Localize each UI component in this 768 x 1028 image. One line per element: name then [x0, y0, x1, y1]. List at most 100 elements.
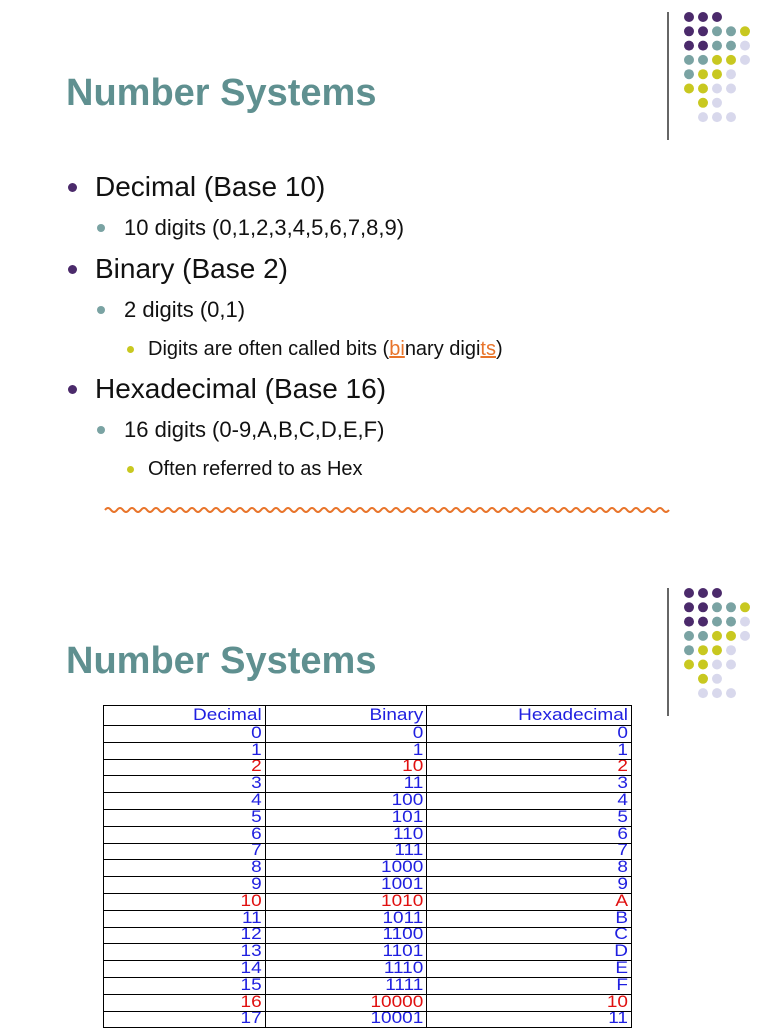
cell: 10000 [264, 993, 428, 1012]
cell: 1 [264, 741, 428, 760]
cell-text: 16 [240, 994, 262, 1012]
cell-text: 1 [251, 742, 262, 760]
cell: F [426, 976, 632, 995]
table-row: 14 1110 E [103, 960, 632, 978]
dot [684, 69, 694, 80]
table-row: 12 1100 C [103, 926, 632, 945]
cell: 3 [426, 775, 632, 794]
dot [684, 645, 694, 656]
cell: C [426, 926, 632, 945]
cell-text: D [614, 943, 628, 961]
bullet-dot [126, 465, 134, 473]
bullet-dot [97, 224, 105, 232]
cell-text: 10 [240, 893, 262, 911]
bullet-dot [67, 384, 77, 394]
cell: 1101 [264, 943, 428, 962]
table-row: 6 110 6 [103, 825, 632, 844]
cell-text: 8 [617, 859, 628, 877]
cell-text: 11 [241, 910, 262, 928]
cell-text: 2 [251, 759, 262, 776]
dot [726, 112, 736, 123]
cell-text: 101 [391, 809, 424, 827]
cell: 2 [103, 758, 266, 777]
cell-text: 9 [251, 876, 262, 894]
dot [740, 54, 750, 65]
cell: 14 [103, 960, 266, 978]
dot [698, 112, 708, 123]
cell: 1111 [264, 976, 428, 995]
table-row: 13 1101 D [103, 943, 632, 962]
cell-text: 6 [251, 826, 262, 844]
table-row: 7 111 7 [103, 842, 632, 861]
cell-text: 13 [240, 943, 262, 961]
header-row: Decimal Binary Hexadecimal [103, 705, 632, 726]
cell: 0 [103, 725, 266, 743]
cell-text: 6 [617, 826, 628, 844]
cell-text: 3 [617, 775, 628, 793]
dot [726, 645, 736, 656]
dot [684, 12, 694, 22]
cell: 10 [264, 758, 428, 777]
cell: 11 [103, 909, 266, 928]
cell: 3 [103, 775, 266, 794]
text-segment: bi [389, 338, 405, 360]
cell: E [426, 960, 632, 978]
table-row: 2 10 2 [103, 758, 632, 777]
cell-text: 1100 [382, 927, 424, 944]
cell: 110 [264, 825, 428, 844]
cell-text: Hexadecimal [518, 706, 628, 724]
cell-text: F [616, 977, 628, 995]
cell: 7 [426, 842, 632, 861]
cell-text: E [615, 960, 628, 978]
dot [698, 40, 708, 51]
dot [698, 659, 708, 670]
cell-text: 14 [240, 960, 262, 978]
cell: 8 [426, 859, 632, 878]
number-table: Decimal Binary Hexadecimal 0 0 0 1 1 1 2 10 2 3 11 3 4 1… [103, 705, 632, 1028]
dot [712, 659, 722, 670]
dot [740, 26, 750, 37]
dot [698, 54, 708, 65]
bullet-text: Hexadecimal (Base 16) [95, 373, 387, 404]
dot [684, 659, 694, 670]
dot [698, 69, 708, 80]
bullet-dot [67, 264, 77, 274]
table-row: 16 10000 10 [103, 993, 632, 1012]
cell-text: 10001 [370, 1011, 424, 1028]
cell: 1110 [264, 960, 428, 978]
table-row: 15 1111 F [103, 976, 632, 995]
dot [740, 602, 750, 613]
table-row: 5 101 5 [103, 808, 632, 827]
cell-text: 17 [240, 1011, 262, 1028]
cell: 1000 [264, 859, 428, 878]
cell-text: 2 [617, 759, 628, 776]
dot [698, 83, 708, 94]
dot [740, 630, 750, 641]
cell: 10 [426, 993, 632, 1012]
cell: B [426, 909, 632, 928]
dot [712, 54, 722, 65]
dot [684, 54, 694, 65]
text-segment: ts [480, 338, 496, 360]
cell-text: 11 [403, 775, 424, 793]
dot [726, 602, 736, 613]
cell-text: 9 [617, 876, 628, 894]
dot [698, 97, 708, 108]
cell-text: 10 [402, 759, 424, 776]
cell-text: A [615, 893, 628, 911]
text-segment: nary digi [404, 338, 481, 360]
dot [684, 83, 694, 94]
dot [698, 645, 708, 656]
dot [726, 630, 736, 641]
cell-text: 1000 [381, 859, 424, 877]
dot [684, 602, 694, 613]
dot [726, 69, 736, 80]
dot [684, 40, 694, 51]
dot [726, 83, 736, 94]
dot [684, 616, 694, 627]
cell-text: 110 [393, 826, 424, 844]
slide-title: Number Systems [66, 640, 377, 682]
text-segment: Digits are often called bits ( [148, 338, 390, 360]
